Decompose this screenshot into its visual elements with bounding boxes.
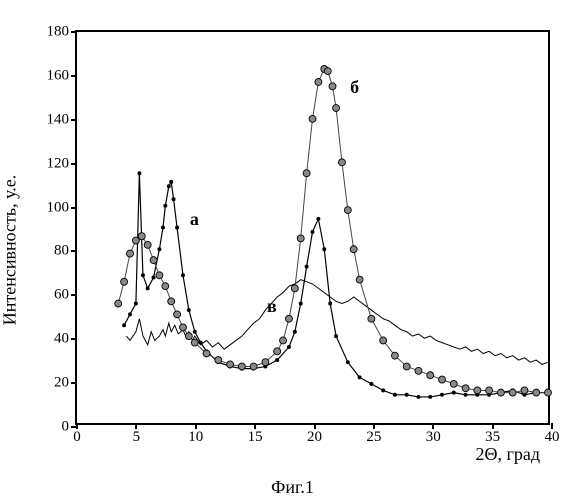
plot-svg [77, 32, 548, 423]
y-tick-mark [71, 119, 77, 121]
x-tick-mark [135, 423, 137, 429]
x-tick-mark [492, 423, 494, 429]
x-tick-mark [373, 423, 375, 429]
y-tick-mark [71, 250, 77, 252]
x-axis-label: 2Θ, град [475, 444, 540, 465]
y-tick-mark [71, 207, 77, 209]
x-tick-mark [551, 423, 553, 429]
x-tick-mark [76, 423, 78, 429]
y-tick-mark [71, 382, 77, 384]
xrd-chart: Интенсивность, у.е. 02040608010012014016… [0, 0, 585, 500]
y-tick-mark [71, 75, 77, 77]
series-a [122, 171, 550, 399]
y-tick-mark [71, 294, 77, 296]
x-tick-mark [195, 423, 197, 429]
x-tick-mark [254, 423, 256, 429]
x-tick-mark [432, 423, 434, 429]
plot-area: 0204060801001201401601800510152025303540… [75, 30, 550, 425]
y-tick-mark [71, 163, 77, 165]
x-tick-mark [314, 423, 316, 429]
figure-caption: Фиг.1 [271, 477, 314, 498]
y-axis-label: Интенсивность, у.е. [0, 175, 21, 326]
y-tick-mark [71, 31, 77, 33]
y-tick-mark [71, 338, 77, 340]
series-b [115, 65, 552, 396]
series-v [126, 280, 548, 365]
